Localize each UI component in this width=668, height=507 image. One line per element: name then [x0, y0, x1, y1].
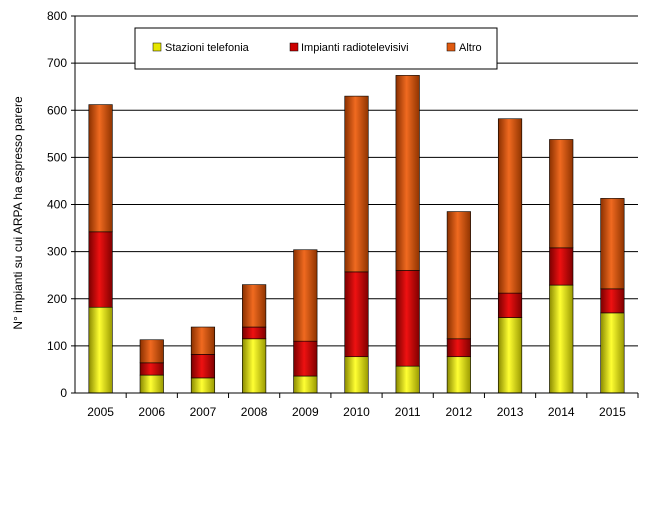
bar-2010-altro [344, 95, 369, 273]
bar-2006-impianti-radiotelevisivi [139, 362, 164, 376]
x-tick-label: 2009 [292, 405, 319, 419]
bar-2005-stazioni-telefonia [88, 306, 113, 394]
bar-2014-altro [549, 139, 574, 249]
y-axis-label: N° impianti su cui ARPA ha espresso pare… [11, 96, 25, 330]
x-tick-label: 2013 [497, 405, 524, 419]
bars [88, 75, 625, 394]
bar-2013-impianti-radiotelevisivi [497, 292, 523, 318]
bar-2010-stazioni-telefonia [344, 356, 369, 394]
bar-2009-stazioni-telefonia [293, 375, 318, 394]
bar-2012-altro [446, 211, 471, 340]
legend-swatch-altro [446, 42, 456, 52]
bar-2009-impianti-radiotelevisivi [293, 340, 318, 377]
x-tick-label: 2006 [138, 405, 165, 419]
legend-swatch-impianti [289, 42, 299, 52]
legend-label-altro: Altro [459, 42, 482, 54]
x-tick-label: 2008 [241, 405, 268, 419]
x-tick-label: 2014 [548, 405, 575, 419]
x-tick-label: 2015 [599, 405, 626, 419]
x-tick-labels: 2005 2006 2007 2008 2009 2010 2011 2012 2013 2014… [87, 393, 639, 419]
bar-2012-stazioni-telefonia [446, 356, 471, 394]
bar-2008-altro [242, 284, 267, 328]
y-tick-label: 300 [47, 245, 67, 259]
x-tick-label: 2005 [87, 405, 114, 419]
legend: Stazioni telefonia Impianti radiotelevis… [134, 27, 498, 70]
bar-2007-impianti-radiotelevisivi [190, 354, 216, 379]
y-tick-label: 100 [47, 339, 67, 353]
x-tick-label: 2007 [190, 405, 217, 419]
x-tick-label: 2012 [446, 405, 473, 419]
bar-2011-impianti-radiotelevisivi [395, 270, 420, 367]
bar-2007-stazioni-telefonia [190, 377, 216, 394]
bar-2008-impianti-radiotelevisivi [242, 326, 267, 340]
y-tick-label: 0 [60, 386, 67, 400]
y-tick-label: 700 [47, 56, 67, 70]
bar-2006-stazioni-telefonia [139, 374, 164, 394]
bar-2008-stazioni-telefonia [242, 338, 267, 394]
bar-2015-stazioni-telefonia [600, 312, 625, 394]
bar-2014-impianti-radiotelevisivi [549, 247, 574, 286]
legend-label-stazioni: Stazioni telefonia [165, 42, 250, 54]
y-tick-label: 400 [47, 198, 67, 212]
legend-box [134, 27, 498, 70]
y-tick-labels: 0 100 200 300 400 500 600 700 800 [47, 9, 75, 400]
bar-2011-altro [395, 75, 420, 271]
y-tick-label: 600 [47, 103, 67, 117]
bar-2012-impianti-radiotelevisivi [446, 338, 471, 358]
y-tick-label: 500 [47, 150, 67, 164]
y-tick-label: 800 [47, 9, 67, 23]
bar-2005-altro [88, 104, 113, 233]
bar-2014-stazioni-telefonia [549, 284, 574, 394]
x-tick-label: 2011 [395, 405, 421, 419]
bar-2015-impianti-radiotelevisivi [600, 288, 625, 314]
bar-2007-altro [190, 326, 216, 355]
bar-2013-stazioni-telefonia [497, 317, 523, 394]
y-tick-label: 200 [47, 292, 67, 306]
bar-2011-stazioni-telefonia [395, 365, 420, 394]
bar-2015-altro [600, 198, 625, 290]
bar-2006-altro [139, 339, 164, 364]
legend-label-impianti: Impianti radiotelevisivi [301, 42, 409, 54]
bar-2005-impianti-radiotelevisivi [88, 231, 113, 308]
bar-2010-impianti-radiotelevisivi [344, 271, 369, 358]
legend-swatch-stazioni [152, 42, 162, 52]
x-tick-label: 2010 [343, 405, 370, 419]
bar-2013-altro [497, 118, 523, 294]
bar-2009-altro [293, 249, 318, 342]
